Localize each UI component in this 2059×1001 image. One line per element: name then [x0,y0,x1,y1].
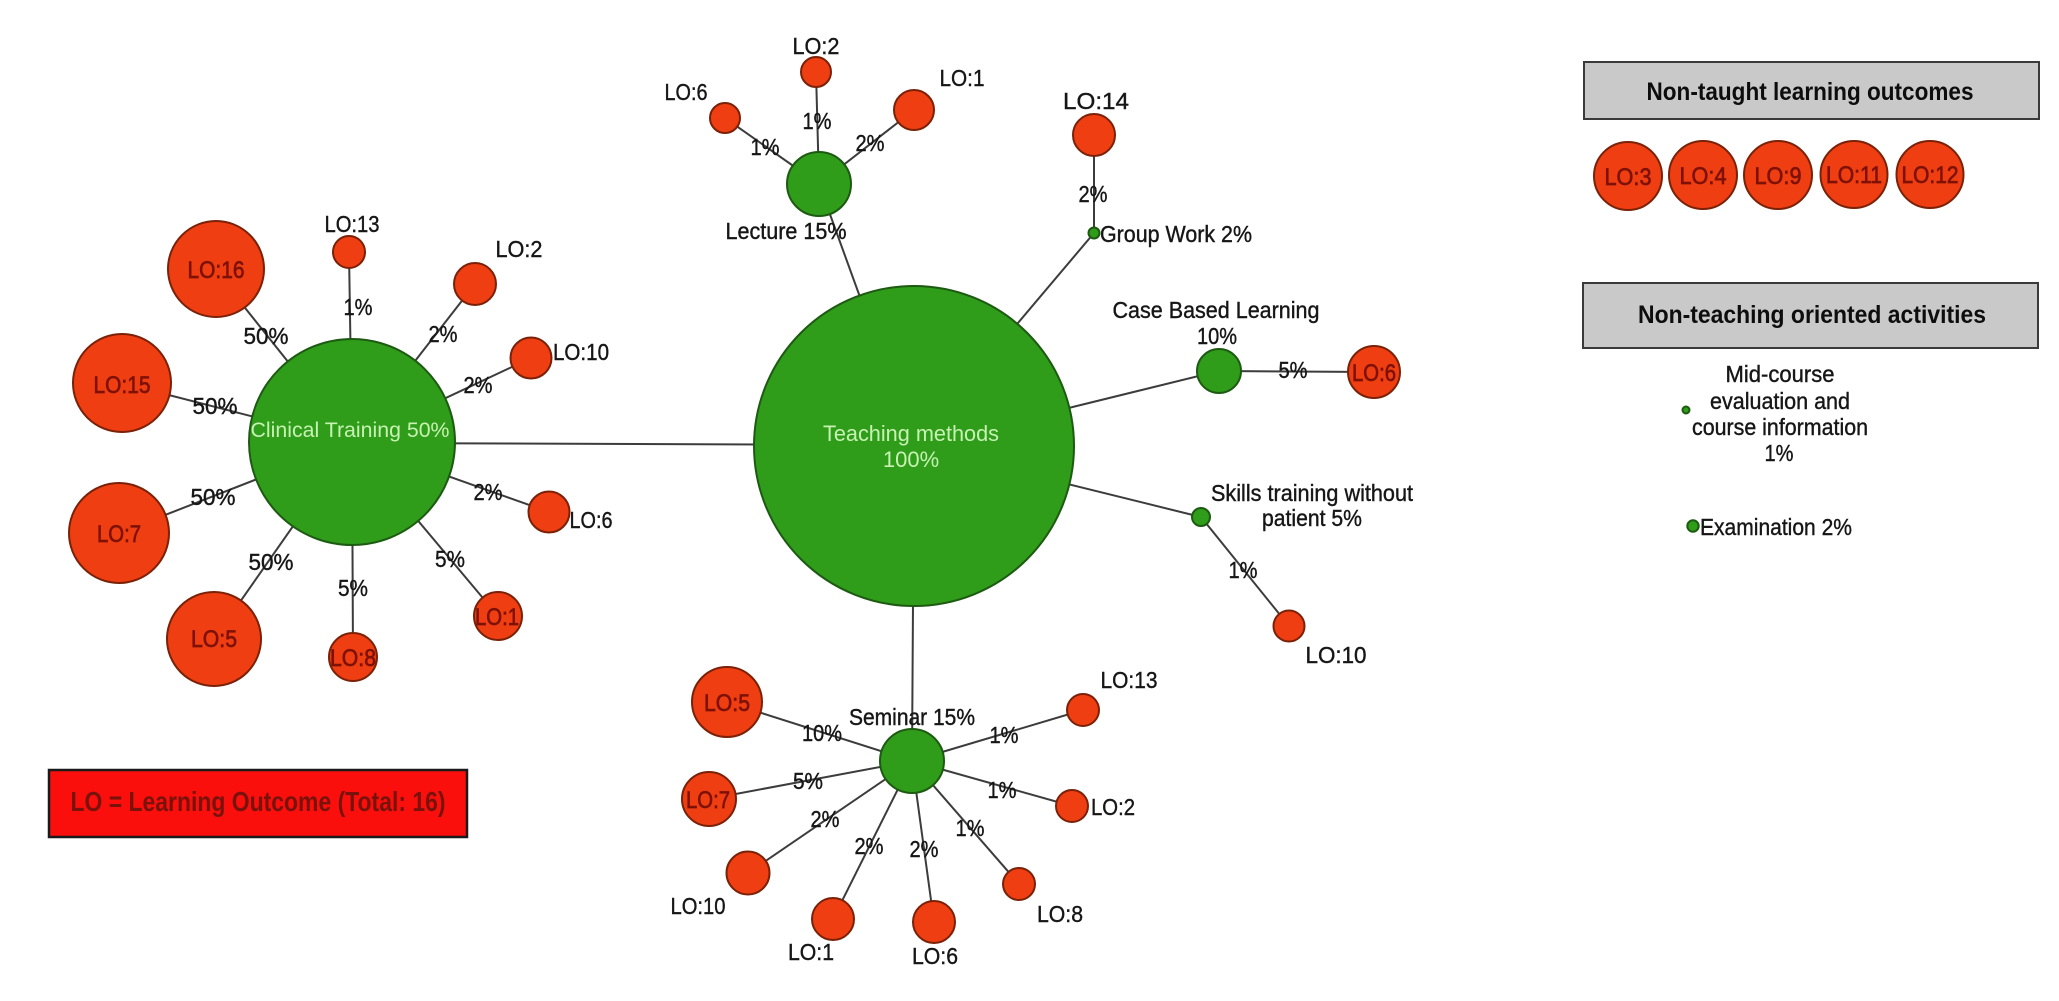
svg-text:1%: 1% [988,777,1017,803]
svg-text:LO:7: LO:7 [97,521,141,548]
svg-text:LO:5: LO:5 [704,690,750,717]
svg-text:LO = Learning Outcome (Total:: LO = Learning Outcome (Total: 16) [71,786,446,817]
svg-text:LO:1: LO:1 [788,939,834,965]
svg-text:LO:2: LO:2 [1091,794,1135,820]
svg-text:Case Based Learning: Case Based Learning [1113,297,1320,323]
svg-text:100%: 100% [883,447,939,472]
svg-text:Lecture 15%: Lecture 15% [726,218,847,244]
svg-text:LO:2: LO:2 [793,33,840,59]
svg-text:LO:3: LO:3 [1605,164,1652,191]
svg-text:LO:13: LO:13 [325,211,380,237]
svg-text:Non-teaching oriented activiti: Non-teaching oriented activities [1638,301,1986,329]
svg-text:10%: 10% [1197,323,1237,349]
svg-text:LO:7: LO:7 [686,787,730,814]
svg-text:2%: 2% [464,372,493,398]
svg-text:1%: 1% [751,134,780,160]
svg-text:Mid-course: Mid-course [1726,361,1835,387]
svg-text:LO:8: LO:8 [330,645,376,672]
svg-text:LO:9: LO:9 [1755,163,1802,190]
svg-text:2%: 2% [856,130,885,156]
svg-text:course information: course information [1692,414,1868,440]
svg-text:LO:8: LO:8 [1037,901,1083,927]
svg-text:1%: 1% [1765,440,1794,466]
svg-text:2%: 2% [429,321,458,347]
svg-text:LO:11: LO:11 [1826,162,1882,189]
svg-text:5%: 5% [435,546,465,572]
svg-text:Clinical Training 50%: Clinical Training 50% [251,418,450,442]
svg-text:Teaching methods: Teaching methods [823,421,999,446]
svg-text:50%: 50% [244,323,289,349]
svg-text:LO:1: LO:1 [940,65,985,91]
svg-text:1%: 1% [1229,557,1258,583]
svg-text:LO:13: LO:13 [1101,667,1158,693]
svg-text:LO:2: LO:2 [496,236,543,262]
svg-text:1%: 1% [803,108,832,134]
svg-text:50%: 50% [249,549,294,575]
svg-text:1%: 1% [990,722,1019,748]
svg-text:LO:6: LO:6 [912,943,958,969]
svg-text:LO:12: LO:12 [1902,162,1959,189]
svg-text:LO:5: LO:5 [191,626,237,653]
svg-text:LO:10: LO:10 [553,339,609,365]
svg-text:LO:10: LO:10 [671,893,726,919]
svg-text:LO:6: LO:6 [570,507,613,533]
svg-text:LO:6: LO:6 [665,79,708,105]
svg-text:1%: 1% [956,815,985,841]
svg-text:LO:16: LO:16 [188,257,245,284]
svg-text:1%: 1% [344,294,373,320]
svg-text:LO:1: LO:1 [475,604,519,631]
svg-text:5%: 5% [338,575,368,601]
svg-text:LO:14: LO:14 [1063,88,1129,114]
svg-text:50%: 50% [193,393,238,419]
svg-text:2%: 2% [811,806,840,832]
svg-text:5%: 5% [793,768,823,794]
svg-text:2%: 2% [1079,181,1108,207]
svg-text:10%: 10% [802,720,842,746]
svg-text:5%: 5% [1279,357,1308,383]
svg-text:Seminar 15%: Seminar 15% [849,704,975,730]
svg-text:50%: 50% [191,484,236,510]
svg-text:LO:15: LO:15 [94,372,151,399]
svg-text:Examination 2%: Examination 2% [1700,514,1852,540]
svg-text:evaluation and: evaluation and [1710,388,1850,414]
svg-text:Group Work 2%: Group Work 2% [1100,221,1252,247]
svg-text:patient 5%: patient 5% [1262,505,1362,531]
svg-text:Non-taught learning outcomes: Non-taught learning outcomes [1647,78,1974,106]
svg-text:LO:4: LO:4 [1680,163,1727,190]
svg-text:Skills training without: Skills training without [1211,480,1414,506]
svg-text:LO:6: LO:6 [1352,360,1396,387]
svg-text:2%: 2% [855,833,884,859]
svg-text:2%: 2% [474,479,503,505]
svg-text:LO:10: LO:10 [1306,642,1367,668]
svg-text:2%: 2% [910,836,939,862]
